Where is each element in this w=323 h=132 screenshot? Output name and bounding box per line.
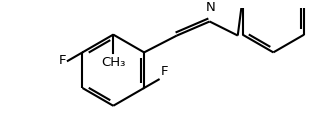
Text: F: F xyxy=(58,54,66,67)
Text: N: N xyxy=(206,1,215,14)
Text: CH₃: CH₃ xyxy=(101,56,125,69)
Text: F: F xyxy=(161,65,168,78)
